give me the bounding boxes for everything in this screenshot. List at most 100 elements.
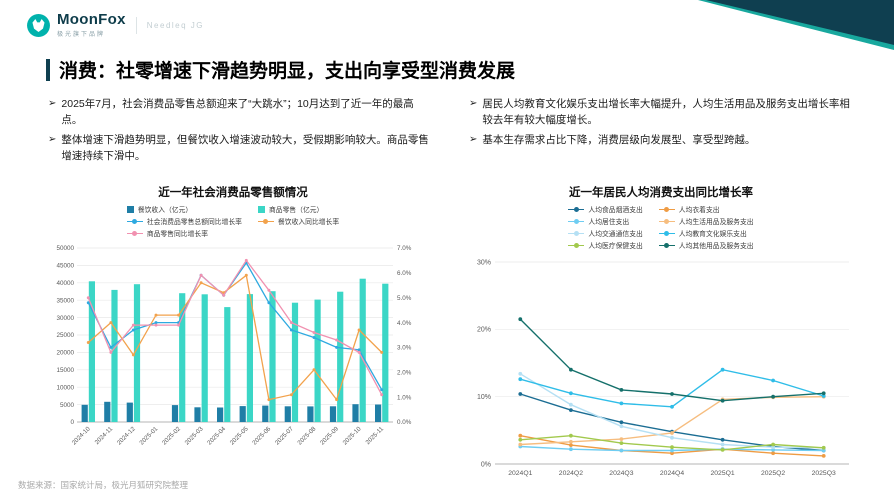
line-marker — [267, 398, 271, 402]
line-marker — [86, 301, 90, 305]
legend-item: 人均衣着支出 — [658, 204, 754, 214]
line-marker — [86, 296, 90, 300]
legend-square-swatch — [126, 205, 134, 213]
bullet-marker-icon: ➢ — [469, 98, 478, 109]
y-axis-left-tick-label: 45000 — [56, 263, 74, 270]
y-axis-right-tick-label: 4.0% — [397, 320, 412, 327]
line-marker — [569, 408, 573, 412]
x-axis-tick-label: 2024-10 — [71, 425, 92, 446]
data-source-note: 数据来源：国家统计局，极光月狐研究院整理 — [18, 480, 189, 490]
bar-goods — [291, 302, 299, 422]
x-axis-tick-label: 2025-03 — [184, 425, 205, 446]
legend-item: 商品零售同比增长率 — [126, 228, 242, 238]
line-marker — [670, 445, 674, 450]
brand-secondary: Needleq JG — [146, 20, 205, 30]
legend-line-swatch — [257, 218, 274, 225]
line-marker — [380, 350, 384, 354]
brand-name: MoonFox — [57, 11, 126, 28]
x-axis-tick-label: 2024Q4 — [660, 470, 684, 477]
growth-rate-line — [87, 261, 383, 391]
bullet-marker-icon: ➢ — [48, 98, 57, 109]
legend-item: 人均其他用品及服务支出 — [658, 240, 754, 250]
line-marker — [619, 448, 624, 453]
y-axis-tick-label: 20% — [477, 327, 491, 334]
bar-catering — [126, 402, 133, 422]
bullet-item: ➢ 2025年7月，社会消费品零售总额迎来了“大跳水”；10月达到了近一年的最高点… — [48, 96, 429, 129]
fox-icon — [27, 13, 50, 37]
line-marker — [670, 392, 674, 396]
legend-line-swatch — [126, 218, 143, 225]
legend-line-swatch — [126, 230, 143, 237]
line-marker — [177, 323, 181, 327]
line-marker — [244, 273, 248, 277]
line-marker — [619, 420, 624, 425]
legend-item: 社会消费品零售总额同比增长率 — [126, 216, 242, 226]
bullet-item: ➢ 整体增速下滑趋势明显，但餐饮收入增速波动较大，受假期影响较大。商品零售增速持续… — [48, 132, 429, 165]
bar-catering — [307, 406, 314, 422]
expenditure-chart-panel: 近一年居民人均消费支出同比增长率 人均食品烟酒支出 人均衣着支出 人均居住支出 人均生… — [458, 184, 864, 482]
legend-line-swatch — [568, 206, 585, 213]
line-marker — [131, 323, 135, 327]
y-axis-left-tick-label: 10000 — [56, 384, 74, 391]
line-marker — [619, 388, 624, 392]
line-marker — [199, 281, 203, 285]
legend-line-swatch — [658, 206, 675, 213]
legend-item: 人均居住支出 — [568, 216, 642, 226]
line-marker — [518, 437, 523, 442]
x-axis-tick-label: 2025-02 — [161, 425, 182, 446]
legend-label: 人均医疗保健支出 — [588, 243, 643, 250]
line-marker — [771, 451, 775, 456]
legend-label: 商品零售（亿元） — [268, 207, 324, 214]
x-axis-tick-label: 2025-09 — [319, 425, 340, 446]
bullet-text: 居民人均教育文化娱乐支出增长率大幅提升，人均生活用品及服务支出增长率相较去年有较… — [482, 98, 850, 127]
bar-goods — [88, 281, 95, 422]
brand-text-block: MoonFox 极光旗下品牌 — [57, 12, 126, 38]
line-marker — [154, 321, 158, 325]
line-marker — [335, 345, 339, 349]
line-marker — [177, 313, 181, 317]
line-marker — [569, 402, 573, 407]
brand-logo: MoonFox 极光旗下品牌 — [26, 12, 126, 38]
line-marker — [771, 445, 775, 450]
bar-catering — [217, 407, 224, 422]
x-axis-tick-label: 2025-10 — [342, 425, 363, 446]
x-axis-tick-label: 2025-06 — [251, 425, 272, 446]
bar-catering — [81, 404, 88, 422]
line-marker — [312, 368, 316, 372]
title-accent-bar — [46, 58, 50, 81]
line-marker — [821, 454, 826, 458]
x-axis-tick-label: 2025-07 — [274, 425, 295, 446]
legend-item: 人均食品烟酒支出 — [568, 204, 643, 214]
line-marker — [518, 392, 523, 396]
line-marker — [720, 442, 725, 447]
bar-goods — [246, 294, 253, 422]
y-axis-left-tick-label: 30000 — [56, 315, 74, 322]
retail-chart-panel: 近一年社会消费品零售额情况 餐饮收入（亿元） 商品零售（亿元） 社会消费品零售总额同… — [30, 184, 436, 482]
bar-goods — [337, 291, 344, 422]
bar-goods — [269, 291, 276, 422]
bar-catering — [284, 406, 291, 422]
line-marker — [771, 378, 775, 383]
line-marker — [569, 443, 573, 447]
line-marker — [821, 391, 826, 396]
bullet-item: ➢ 基本生存需求占比下降，消费层级向发展型、享受型跨越。 — [469, 132, 850, 148]
line-marker — [335, 338, 339, 342]
x-axis-tick-label: 2024-12 — [116, 425, 137, 446]
line-marker — [357, 348, 361, 352]
expenditure-line-chart: 0% 10% 20% 30% 2024Q1 2024Q2 2024Q3 2024Q4 2025Q… — [477, 259, 849, 477]
legend-line-swatch — [658, 218, 675, 225]
line-marker — [222, 293, 226, 297]
line-marker — [244, 258, 248, 262]
bar-goods — [224, 307, 231, 422]
bar-goods — [111, 289, 118, 422]
line-marker — [518, 377, 523, 382]
bar-goods — [179, 293, 186, 422]
y-axis-left-tick-label: 20000 — [56, 350, 74, 357]
expenditure-chart-legend: 人均食品烟酒支出 人均衣着支出 人均居住支出 人均生活用品及服务支出 人均交通通信支出人… — [458, 204, 864, 250]
line-marker — [357, 350, 361, 354]
line-marker — [619, 441, 624, 445]
bar-catering — [239, 406, 246, 422]
retail-combo-chart: 0 5000 10000 15000 20000 25000 30000 35000 40000… — [56, 245, 412, 446]
line-marker — [267, 301, 271, 305]
x-axis-tick-label: 2024Q2 — [559, 470, 583, 477]
